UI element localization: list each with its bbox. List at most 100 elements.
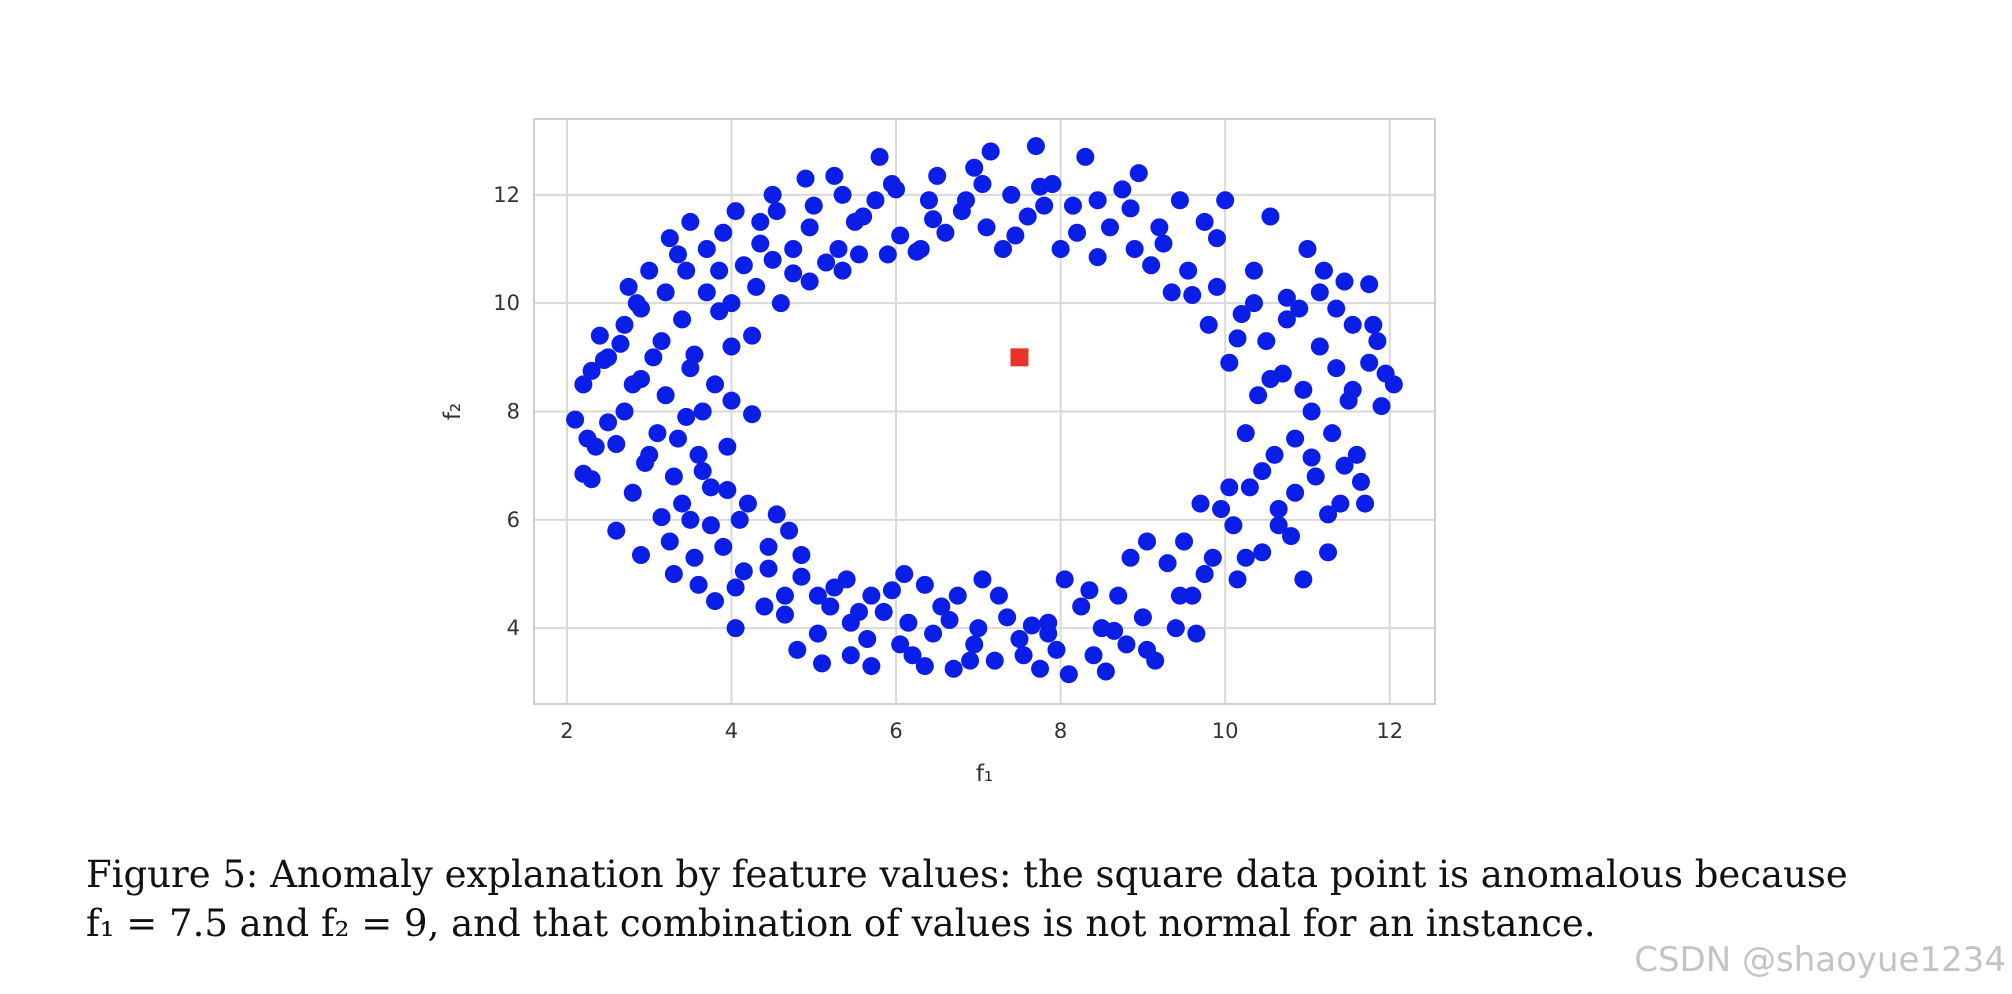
data-point (1314, 261, 1333, 280)
data-point (1335, 456, 1354, 475)
data-point (1298, 240, 1317, 258)
data-point (1088, 248, 1107, 267)
x-tick-label: 8 (1054, 719, 1067, 743)
data-point (804, 196, 823, 215)
data-point (1179, 261, 1198, 280)
data-point (1158, 554, 1177, 573)
data-point (1084, 646, 1103, 665)
data-point (924, 210, 943, 229)
caption-line-1: Figure 5: Anomaly explanation by feature… (86, 853, 1848, 896)
data-point (1006, 226, 1025, 245)
data-point (1154, 234, 1173, 253)
data-point (829, 240, 848, 258)
data-point (718, 437, 737, 456)
data-point (833, 261, 852, 280)
data-point (673, 494, 692, 513)
data-point (1142, 256, 1161, 275)
figure-caption: Figure 5: Anomaly explanation by feature… (86, 850, 1946, 948)
data-point (590, 326, 609, 345)
data-point (619, 277, 638, 296)
data-point (977, 218, 996, 237)
data-point (681, 510, 700, 529)
data-point (1360, 353, 1379, 372)
data-point (1216, 191, 1235, 210)
data-point (759, 559, 778, 578)
data-point (1277, 310, 1296, 329)
data-point (841, 613, 860, 632)
data-point (648, 424, 667, 443)
data-point (656, 283, 675, 302)
data-point (1310, 337, 1329, 356)
data-point (664, 467, 683, 486)
data-point (1228, 570, 1247, 589)
data-point (660, 532, 679, 551)
data-point (767, 202, 786, 221)
data-point (652, 508, 671, 527)
data-point (743, 326, 762, 345)
data-point (656, 386, 675, 405)
data-point (1207, 277, 1226, 296)
data-point (1327, 299, 1346, 318)
anomaly-point (1010, 348, 1029, 367)
data-point (677, 407, 696, 426)
data-point (697, 283, 716, 302)
data-point (710, 261, 729, 280)
data-point (677, 261, 696, 280)
data-point (693, 462, 712, 481)
data-point (1109, 586, 1128, 605)
data-point (775, 605, 794, 624)
data-point (1236, 424, 1255, 443)
data-point (615, 402, 634, 421)
data-point (825, 166, 844, 185)
watermark: CSDN @shaoyue1234 (1634, 940, 2006, 980)
data-point (936, 223, 955, 242)
data-point (1035, 196, 1054, 215)
y-tick-label: 6 (507, 508, 520, 532)
data-point (631, 370, 650, 388)
data-point (668, 245, 687, 264)
data-point (1068, 223, 1087, 242)
caption-line-2: f₁ = 7.5 and f₂ = 9, and that combinatio… (86, 902, 1596, 945)
data-point (1331, 494, 1350, 513)
data-point (640, 261, 659, 280)
data-point (932, 597, 951, 616)
data-point (1187, 624, 1206, 643)
data-point (1364, 315, 1383, 334)
data-point (1199, 315, 1218, 334)
data-point (965, 158, 984, 177)
data-point (689, 445, 708, 464)
data-point (1105, 621, 1124, 640)
data-point (821, 597, 840, 616)
x-tick-label: 12 (1376, 719, 1403, 743)
data-point (743, 405, 762, 424)
data-point (586, 437, 605, 456)
data-point (734, 256, 753, 275)
x-tick-label: 6 (889, 719, 902, 743)
data-point (1018, 207, 1037, 226)
data-point (1261, 207, 1280, 226)
data-point (1347, 445, 1366, 464)
data-point (566, 410, 585, 429)
data-point (924, 624, 943, 643)
data-point (1351, 472, 1370, 491)
data-point (1244, 294, 1263, 313)
data-point (928, 166, 947, 185)
data-point (1175, 532, 1194, 551)
data-point (775, 586, 794, 605)
data-point (706, 592, 725, 611)
data-point (948, 586, 967, 605)
data-point (726, 619, 745, 638)
data-point (1302, 448, 1321, 467)
data-point (800, 218, 819, 237)
data-point (866, 191, 885, 210)
data-point (1335, 272, 1354, 291)
data-point (800, 272, 819, 291)
data-point (891, 635, 910, 654)
data-point (1031, 659, 1050, 678)
data-point (689, 575, 708, 594)
data-point (1039, 624, 1058, 643)
data-point (899, 613, 918, 632)
data-point (1368, 332, 1387, 351)
data-point (1166, 619, 1185, 638)
data-point (862, 586, 881, 605)
